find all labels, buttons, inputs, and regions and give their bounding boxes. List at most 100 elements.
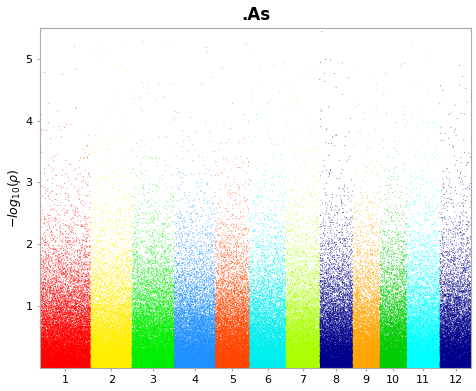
Point — [210, 304, 218, 310]
Point — [313, 350, 320, 357]
Point — [357, 346, 364, 352]
Point — [317, 343, 324, 349]
Point — [299, 351, 307, 357]
Point — [448, 325, 456, 331]
Point — [176, 361, 184, 367]
Point — [231, 312, 238, 318]
Point — [143, 354, 151, 360]
Point — [45, 287, 53, 293]
Point — [358, 239, 366, 245]
Point — [251, 291, 258, 298]
Point — [317, 278, 325, 284]
Point — [350, 358, 358, 364]
Point — [402, 360, 409, 366]
Point — [140, 360, 148, 366]
Point — [100, 361, 108, 367]
Point — [149, 317, 157, 324]
Point — [350, 359, 357, 365]
Point — [344, 344, 352, 350]
Point — [93, 353, 100, 359]
Point — [268, 361, 276, 367]
Point — [216, 364, 224, 371]
Point — [324, 278, 332, 284]
Point — [350, 359, 358, 366]
Point — [287, 337, 295, 344]
Point — [332, 345, 339, 352]
Point — [103, 295, 110, 301]
Point — [275, 362, 282, 368]
Point — [384, 357, 392, 364]
Point — [250, 324, 258, 330]
Point — [49, 358, 56, 364]
Point — [159, 364, 167, 370]
Point — [80, 329, 88, 335]
Point — [202, 359, 209, 366]
Point — [199, 334, 207, 340]
Point — [358, 196, 366, 202]
Point — [158, 359, 165, 366]
Point — [142, 309, 150, 315]
Point — [225, 359, 232, 365]
Point — [315, 334, 323, 341]
Point — [441, 332, 448, 338]
Point — [171, 284, 178, 290]
Point — [450, 313, 457, 319]
Point — [363, 330, 370, 337]
Point — [273, 343, 281, 350]
Point — [224, 351, 232, 357]
Point — [222, 352, 230, 358]
Point — [70, 331, 78, 337]
Point — [117, 263, 125, 269]
Point — [226, 350, 234, 357]
Point — [266, 360, 273, 366]
Point — [461, 269, 469, 275]
Point — [256, 294, 263, 301]
Point — [274, 340, 281, 346]
Point — [355, 356, 363, 362]
Point — [347, 345, 355, 351]
Point — [176, 363, 183, 369]
Point — [319, 362, 327, 368]
Point — [215, 346, 222, 352]
Point — [453, 336, 460, 343]
Point — [336, 306, 344, 312]
Point — [451, 265, 459, 272]
Point — [81, 345, 89, 352]
Point — [315, 328, 322, 334]
Point — [143, 326, 150, 332]
Point — [125, 308, 132, 314]
Point — [121, 338, 129, 344]
Point — [206, 330, 214, 337]
Point — [461, 363, 469, 369]
Point — [314, 346, 322, 352]
Point — [238, 314, 246, 321]
Point — [338, 355, 346, 361]
Point — [381, 364, 389, 371]
Point — [49, 317, 57, 323]
Point — [201, 349, 208, 355]
Point — [139, 307, 147, 313]
Point — [442, 323, 449, 330]
Point — [383, 323, 391, 329]
Point — [85, 318, 92, 325]
Point — [391, 289, 398, 296]
Point — [65, 327, 73, 333]
Point — [189, 341, 197, 347]
Point — [435, 364, 442, 370]
Point — [446, 316, 454, 322]
Point — [366, 278, 373, 285]
Point — [258, 360, 266, 366]
Point — [278, 343, 285, 349]
Point — [143, 336, 150, 343]
Point — [466, 295, 474, 301]
Point — [397, 305, 404, 311]
Point — [184, 359, 191, 365]
Point — [75, 357, 83, 363]
Point — [56, 358, 63, 364]
Point — [143, 307, 150, 313]
Point — [139, 356, 146, 362]
Point — [50, 270, 58, 276]
Point — [433, 362, 440, 369]
Point — [87, 352, 95, 358]
Point — [115, 363, 123, 369]
